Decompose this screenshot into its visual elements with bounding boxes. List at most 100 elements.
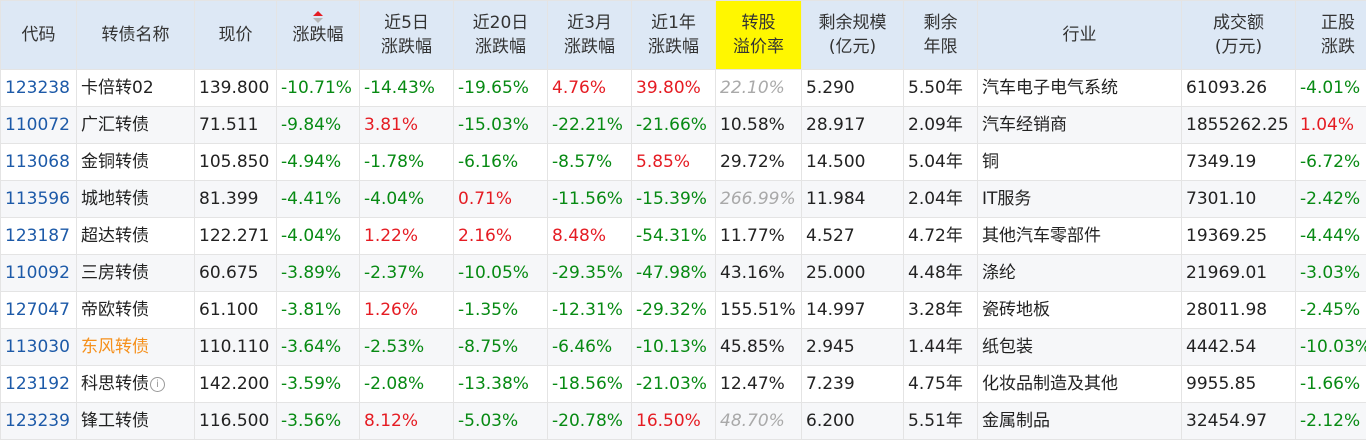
cell-remain-scale: 25.000 (801, 254, 904, 292)
cell-code-value[interactable]: 113596 (5, 189, 70, 209)
cell-code[interactable]: 110072 (0, 106, 77, 144)
cell-code-value[interactable]: 110092 (5, 263, 70, 283)
cell-chg3m-value: -12.31% (552, 300, 623, 320)
table-row[interactable]: 123238 卡倍转02 139.800 -10.71% -14.43% -19.65% 4… (0, 69, 1366, 107)
col-header-code[interactable]: 代码 (0, 0, 77, 70)
cell-remain-scale-value: 14.500 (806, 152, 866, 172)
cell-name-value[interactable]: 卡倍转02 (81, 78, 154, 98)
table-row[interactable]: 123187 超达转债 122.271 -4.04% 1.22% 2.16% 8.48% -5… (0, 217, 1366, 255)
table-row[interactable]: 110092 三房转债 60.675 -3.89% -2.37% -10.05% -29.3… (0, 254, 1366, 292)
cell-name[interactable]: 帝欧转债 (76, 291, 195, 329)
cell-name-value[interactable]: 三房转债 (81, 263, 149, 283)
cell-code[interactable]: 113596 (0, 180, 77, 218)
col-header-name[interactable]: 转债名称 (76, 0, 195, 70)
table-row[interactable]: 127047 帝欧转债 61.100 -3.81% 1.26% -1.35% -12.31%… (0, 291, 1366, 329)
cell-premium-value: 45.85% (720, 337, 785, 357)
cell-name[interactable]: 城地转债 (76, 180, 195, 218)
cell-premium-value: 155.51% (720, 300, 796, 320)
sort-arrows-icon[interactable] (313, 11, 323, 23)
cell-name[interactable]: 东风转债 (76, 328, 195, 366)
col-header-change-label: 涨跌幅 (292, 25, 344, 45)
cell-stock-chg: -3.03% (1295, 254, 1366, 292)
cell-code-value[interactable]: 123192 (5, 374, 70, 394)
cell-name[interactable]: 锋工转债 (76, 402, 195, 440)
cell-code-value[interactable]: 123238 (5, 78, 70, 98)
cell-stock-chg-value: -10.03% (1300, 337, 1366, 357)
cell-name[interactable]: 广汇转债 (76, 106, 195, 144)
cell-price: 122.271 (194, 217, 277, 255)
col-header-chg3m[interactable]: 近3月 涨跌幅 (547, 0, 632, 70)
cell-name-value[interactable]: 金铜转债 (81, 152, 149, 172)
col-header-remain-scale[interactable]: 剩余规模 (亿元) (801, 0, 904, 70)
col-header-chg20d[interactable]: 近20日 涨跌幅 (453, 0, 548, 70)
cell-name[interactable]: 卡倍转02 (76, 69, 195, 107)
col-header-stock-chg[interactable]: 正股 涨跌 (1295, 0, 1366, 70)
col-header-price[interactable]: 现价 (194, 0, 277, 70)
cell-change: -3.89% (276, 254, 360, 292)
cell-chg3m: -22.21% (547, 106, 632, 144)
cell-chg3m-value: -18.56% (552, 374, 623, 394)
cell-code-value[interactable]: 113030 (5, 337, 70, 357)
cell-code-value[interactable]: 127047 (5, 300, 70, 320)
cell-name[interactable]: 三房转债 (76, 254, 195, 292)
cell-code[interactable]: 123187 (0, 217, 77, 255)
cell-code[interactable]: 110092 (0, 254, 77, 292)
cell-code[interactable]: 127047 (0, 291, 77, 329)
col-header-remain-years[interactable]: 剩余 年限 (903, 0, 978, 70)
cell-code[interactable]: 123238 (0, 69, 77, 107)
cell-change: -3.64% (276, 328, 360, 366)
cell-code[interactable]: 123239 (0, 402, 77, 440)
cell-name-value[interactable]: 超达转债 (81, 226, 149, 246)
col-header-change[interactable]: 涨跌幅 (276, 0, 360, 70)
cell-name-value[interactable]: 城地转债 (81, 189, 149, 209)
cell-price-value: 116.500 (199, 411, 270, 431)
col-header-chg1y[interactable]: 近1年 涨跌幅 (631, 0, 716, 70)
cell-name-value[interactable]: 广汇转债 (81, 115, 149, 135)
cell-name-value[interactable]: 帝欧转债 (81, 300, 149, 320)
table-row[interactable]: 113030 东风转债 110.110 -3.64% -2.53% -8.75% -6.46… (0, 328, 1366, 366)
cell-chg5d-value: -2.08% (364, 374, 425, 394)
col-header-industry[interactable]: 行业 (977, 0, 1182, 70)
cell-chg20d: 2.16% (453, 217, 548, 255)
table-row[interactable]: 113596 城地转债 81.399 -4.41% -4.04% 0.71% -11.56%… (0, 180, 1366, 218)
cell-code-value[interactable]: 110072 (5, 115, 70, 135)
cell-premium: 29.72% (715, 143, 802, 181)
cell-remain-scale-value: 14.997 (806, 300, 866, 320)
info-icon[interactable]: i (150, 377, 165, 392)
cell-name[interactable]: 科思转债 i (76, 365, 195, 403)
cell-remain-years-value: 4.72年 (908, 226, 963, 246)
cell-code-value[interactable]: 123187 (5, 226, 70, 246)
cell-remain-years-value: 5.51年 (908, 411, 963, 431)
cell-turnover-value: 7301.10 (1186, 189, 1257, 209)
cell-remain-years: 1.44年 (903, 328, 978, 366)
col-header-chg5d[interactable]: 近5日 涨跌幅 (359, 0, 454, 70)
cell-price-value: 139.800 (199, 78, 270, 98)
cell-name-value[interactable]: 科思转债 (81, 374, 149, 394)
col-header-turnover[interactable]: 成交额 (万元) (1181, 0, 1296, 70)
cell-code[interactable]: 113068 (0, 143, 77, 181)
cell-stock-chg: -6.72% (1295, 143, 1366, 181)
table-row[interactable]: 113068 金铜转债 105.850 -4.94% -1.78% -6.16% -8.57… (0, 143, 1366, 181)
cell-change-value: -4.04% (281, 226, 342, 246)
table-row[interactable]: 110072 广汇转债 71.511 -9.84% 3.81% -15.03% -22.21… (0, 106, 1366, 144)
cell-code[interactable]: 123192 (0, 365, 77, 403)
cell-change: -4.04% (276, 217, 360, 255)
cell-chg20d: -1.35% (453, 291, 548, 329)
cell-code-value[interactable]: 113068 (5, 152, 70, 172)
cell-change-value: -3.59% (281, 374, 342, 394)
cell-name[interactable]: 金铜转债 (76, 143, 195, 181)
cell-name-value[interactable]: 东风转债 (81, 337, 149, 357)
cell-name-value[interactable]: 锋工转债 (81, 411, 149, 431)
cell-code[interactable]: 113030 (0, 328, 77, 366)
cell-price: 105.850 (194, 143, 277, 181)
col-header-premium[interactable]: 转股 溢价率 (715, 0, 802, 70)
cell-code-value[interactable]: 123239 (5, 411, 70, 431)
cell-premium: 43.16% (715, 254, 802, 292)
table-row[interactable]: 123239 锋工转债 116.500 -3.56% 8.12% -5.03% -20.78… (0, 402, 1366, 440)
table-row[interactable]: 123192 科思转债 i 142.200 -3.59% -2.08% -13.38% -18… (0, 365, 1366, 403)
cell-premium-value: 22.10% (720, 78, 785, 98)
cell-chg20d: -15.03% (453, 106, 548, 144)
sort-asc-icon (313, 11, 323, 16)
cell-change: -3.56% (276, 402, 360, 440)
cell-name[interactable]: 超达转债 (76, 217, 195, 255)
